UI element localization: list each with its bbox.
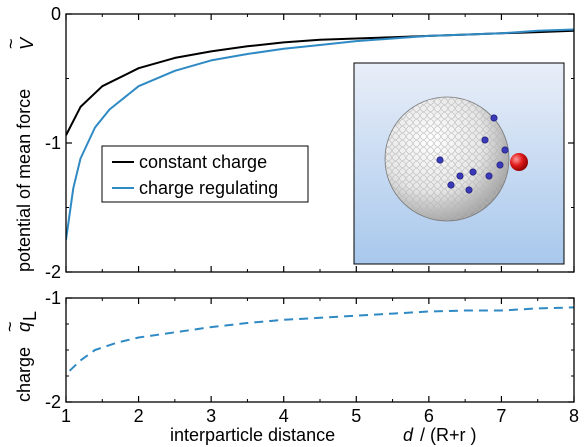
counterion (490, 114, 498, 122)
charge-y-label: charge (14, 347, 34, 402)
pmf-y-axis-title: potential of mean force V ~ (1, 36, 37, 272)
pmf-y-symbol: V (17, 36, 37, 50)
pmf-y-label: potential of mean force (14, 89, 34, 272)
counterion (456, 172, 464, 180)
x-tick-label: 3 (206, 406, 216, 426)
charge-y-tick-label: -2 (45, 392, 61, 412)
x-tick-label: 2 (134, 406, 144, 426)
x-tick-label: 8 (569, 406, 579, 426)
x-tick-label: 1 (61, 406, 71, 426)
x-tick-label: 4 (279, 406, 289, 426)
pmf-y-tick-label: 0 (51, 4, 61, 24)
counterion (496, 161, 504, 169)
charge-plot-frame (65, 297, 575, 403)
counterion (469, 168, 477, 176)
pmf-panel: 0-1-2 constant charge charge regulating … (1, 4, 575, 282)
counterion (465, 186, 473, 194)
pmf-y-tick-label: -1 (45, 133, 61, 153)
legend-label-constant-charge: constant charge (139, 152, 267, 172)
counterion (447, 181, 455, 189)
charge-y-symbol: q (14, 322, 34, 332)
counterion (436, 156, 444, 164)
x-tick-label: 5 (351, 406, 361, 426)
legend-box (101, 145, 309, 203)
pmf-y-tick-label: -2 (45, 262, 61, 282)
counterion-group (436, 114, 509, 194)
charge-panel: 1 2 3 4 5 6 7 8 -1 -2 charge q ~ L interparticle … (0, 288, 579, 445)
charge-y-symbol-accent: ~ (0, 321, 20, 332)
x-tick-label: 7 (496, 406, 506, 426)
x-symbol: d (403, 425, 414, 445)
counterion (485, 172, 493, 180)
macroion-sphere (384, 96, 510, 222)
counterion (501, 146, 509, 154)
pmf-y-symbol-accent: ~ (1, 38, 21, 49)
series-line-charge-regulating (66, 28, 574, 240)
charge-y-axis-title: charge q ~ L (0, 311, 40, 402)
inset-image (353, 62, 565, 265)
series-line-charge-series-0 (68, 306, 574, 372)
x-axis-title: interparticle distance d / (R+r ) (170, 425, 477, 445)
legend: constant charge charge regulating (101, 145, 309, 203)
charge-y-tick-label: -1 (45, 288, 61, 308)
x-unit: / (R+r ) (420, 425, 477, 445)
x-label: interparticle distance (170, 425, 335, 445)
x-tick-label: 6 (424, 406, 434, 426)
legend-label-charge-regulating: charge regulating (139, 178, 278, 198)
probe-particle (510, 153, 528, 171)
counterion (481, 136, 489, 144)
charge-y-subscript: L (20, 311, 40, 321)
